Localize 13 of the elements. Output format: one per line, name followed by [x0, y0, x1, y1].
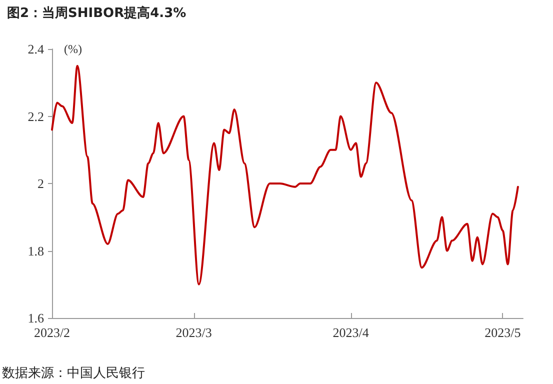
y-tick-label: 2: [38, 176, 44, 191]
y-tick-label: 2.4: [28, 42, 44, 56]
x-tick-label: 2023/3: [176, 325, 212, 340]
line-series: [51, 64, 519, 286]
y-tick-label: 1.6: [28, 310, 44, 326]
source-note: 数据来源：中国人民银行: [2, 366, 145, 381]
y-tick-label: 1.8: [28, 243, 44, 258]
y-axis-title: (%): [64, 42, 82, 56]
chart-title: 图2：当周SHIBOR提高4.3%: [7, 5, 186, 21]
x-tick-label: 2023/2: [34, 325, 70, 340]
x-tick-label: 2023/4: [332, 325, 370, 340]
y-tick-label: 2.2: [28, 108, 44, 124]
x-tick-label: 2023/5: [484, 325, 521, 340]
